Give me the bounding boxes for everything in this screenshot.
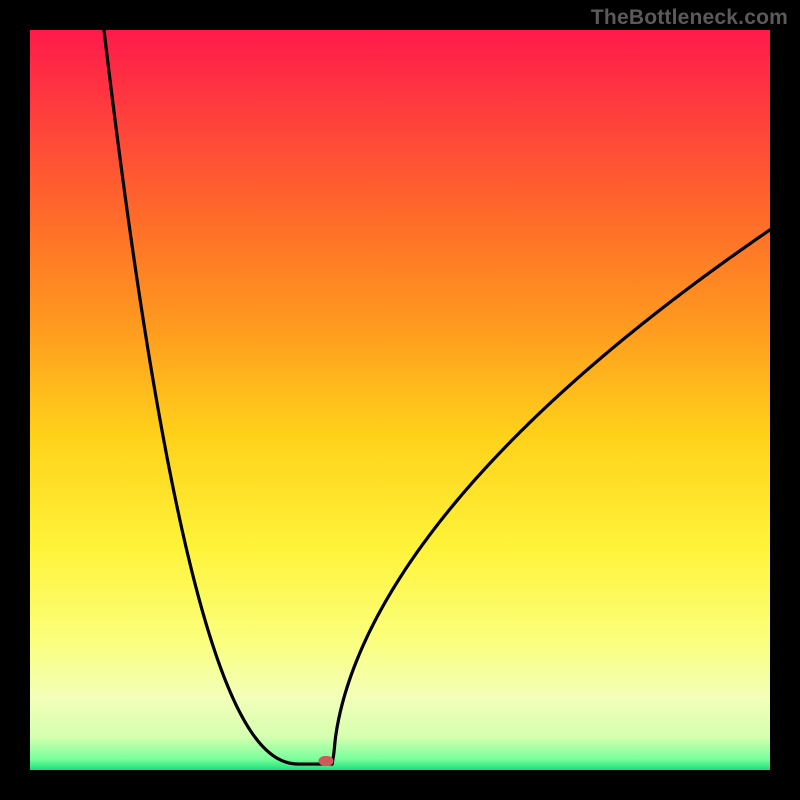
vertex-marker	[319, 756, 334, 766]
watermark-text: TheBottleneck.com	[591, 6, 788, 30]
chart-frame: TheBottleneck.com	[0, 0, 800, 800]
plot-area	[30, 30, 770, 770]
chart-svg	[30, 30, 770, 770]
gradient-background	[30, 30, 770, 770]
bottleneck-curve	[104, 30, 770, 764]
